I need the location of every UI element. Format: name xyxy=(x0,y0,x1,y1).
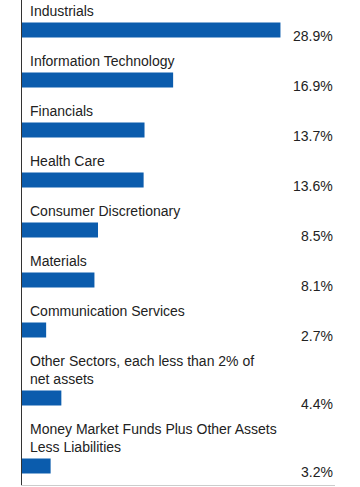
svg-text:13.7%: 13.7% xyxy=(293,128,333,144)
svg-text:8.5%: 8.5% xyxy=(301,228,333,244)
svg-text:28.9%: 28.9% xyxy=(293,28,333,44)
svg-text:Communication Services: Communication Services xyxy=(30,303,185,319)
svg-text:Financials: Financials xyxy=(30,103,93,119)
svg-text:16.9%: 16.9% xyxy=(293,78,333,94)
svg-text:Consumer Discretionary: Consumer Discretionary xyxy=(30,203,180,219)
svg-text:4.4%: 4.4% xyxy=(301,396,333,412)
svg-text:2.7%: 2.7% xyxy=(301,328,333,344)
svg-text:Industrials: Industrials xyxy=(30,3,94,19)
svg-text:Money Market Funds Plus Other: Money Market Funds Plus Other AssetsLess… xyxy=(30,421,277,455)
svg-text:Other Sectors, each less than: Other Sectors, each less than 2% ofnet a… xyxy=(30,353,254,387)
svg-text:Materials: Materials xyxy=(30,253,87,269)
svg-text:3.2%: 3.2% xyxy=(301,464,333,480)
svg-text:Information Technology: Information Technology xyxy=(30,53,175,69)
svg-text:8.1%: 8.1% xyxy=(301,278,333,294)
svg-text:13.6%: 13.6% xyxy=(293,178,333,194)
svg-text:Health Care: Health Care xyxy=(30,153,105,169)
